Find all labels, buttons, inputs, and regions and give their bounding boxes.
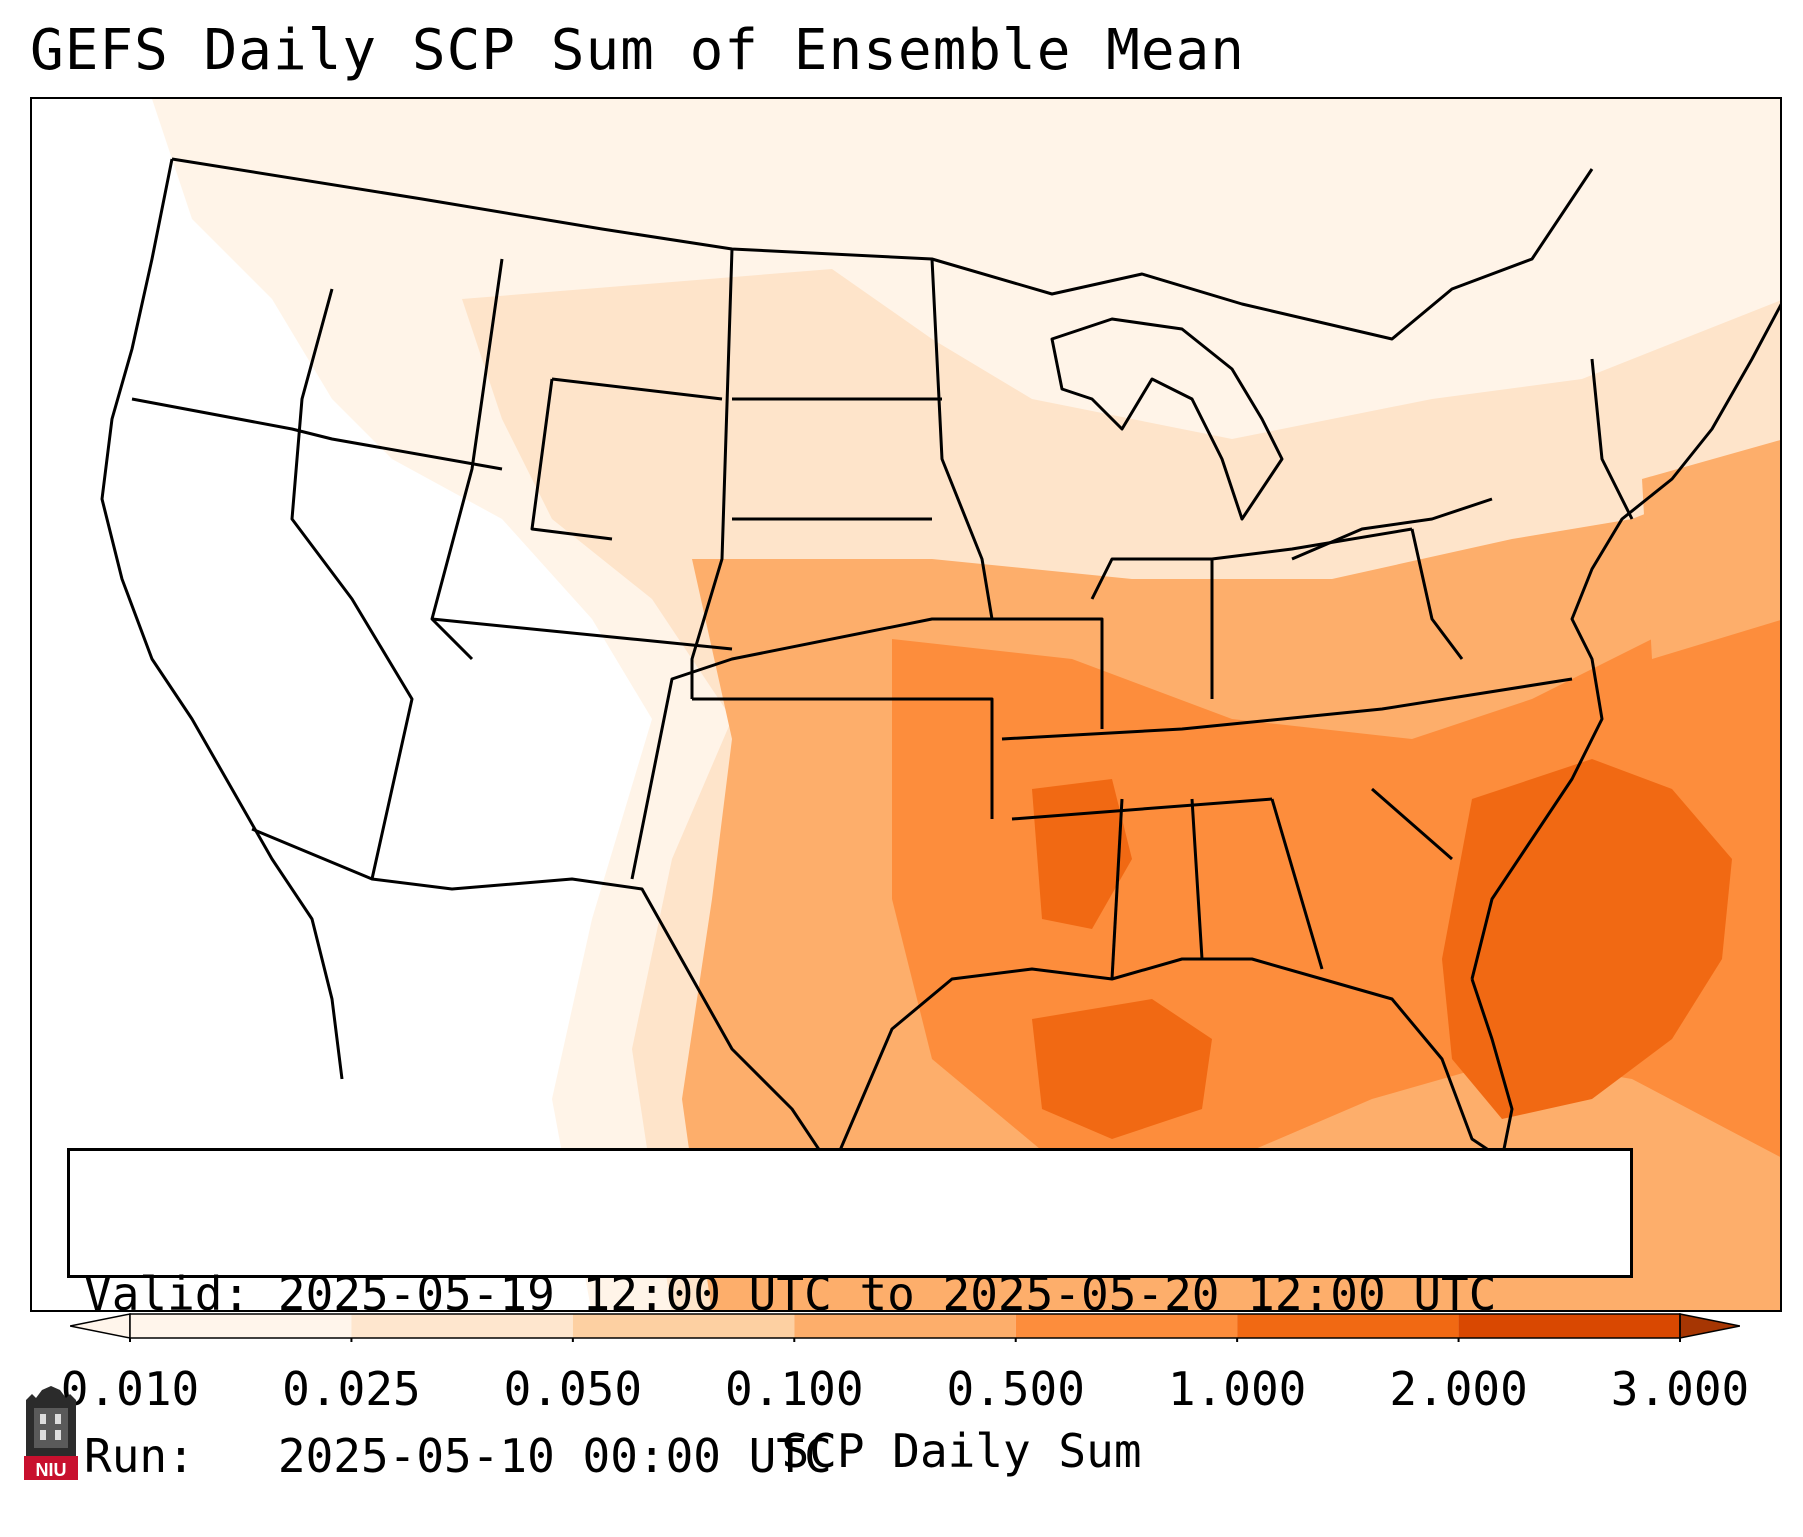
mexico-border — [251, 827, 834, 1170]
colorbar-segment — [1015, 1314, 1238, 1338]
state-line-13 — [992, 617, 1104, 729]
colorbar-segment — [1458, 1314, 1680, 1338]
state-line-1 — [290, 288, 414, 880]
colorbar-tick-label: 2.000 — [1389, 1362, 1528, 1416]
state-line-15 — [1011, 797, 1273, 821]
colorbar-segment — [1237, 1314, 1459, 1338]
colorbar-tick-label: 0.500 — [946, 1362, 1085, 1416]
run-row: Run: 2025-05-10 00:00 UTC — [84, 1429, 1616, 1483]
state-line-3 — [430, 258, 504, 661]
state-line-4 — [431, 617, 733, 651]
colorbar-tick-label: 0.010 — [60, 1362, 200, 1416]
colorbar-segment — [351, 1314, 573, 1338]
valid-run-info-box: Valid: 2025-05-19 12:00 UTC to 2025-05-2… — [67, 1148, 1633, 1483]
state-line-23 — [1590, 358, 1634, 520]
colorbar-extend-low — [70, 1313, 131, 1339]
state-line-8 — [692, 697, 994, 819]
colorbar-segments — [70, 1313, 1740, 1339]
state-line-19 — [1190, 798, 1204, 960]
gulf-coast — [830, 957, 1514, 1170]
colorbar-label: SCP Daily Sum — [781, 1424, 1142, 1478]
east-coast — [1470, 303, 1780, 980]
scp-band-very-high — [1442, 759, 1732, 1119]
colorbar-ticks — [129, 1338, 1681, 1342]
state-line-5 — [690, 248, 734, 699]
state-line-7 — [530, 378, 613, 541]
valid-row: Valid: 2025-05-19 12:00 UTC to 2025-05-2… — [84, 1267, 1616, 1321]
logo-text: NIU — [36, 1460, 67, 1480]
state-line-10 — [930, 258, 994, 620]
scp-band-gulf-high — [1032, 999, 1212, 1139]
state-line-20 — [1270, 798, 1324, 970]
colorbar — [70, 1313, 1740, 1342]
borders — [100, 157, 1780, 1170]
run-label: Run: — [84, 1429, 195, 1483]
colorbar-tick-label: 0.100 — [725, 1362, 864, 1416]
canada-us-border — [171, 157, 1594, 341]
state-line-22 — [1410, 528, 1464, 660]
valid-label: Valid: — [84, 1267, 251, 1321]
colorbar-segment — [130, 1314, 352, 1338]
scp-shading — [152, 99, 1780, 1310]
colorbar-tick-label: 0.025 — [282, 1362, 421, 1416]
colorbar-tick-label: 0.050 — [503, 1362, 643, 1416]
state-line-6 — [551, 377, 723, 401]
state-line-14 — [1001, 677, 1573, 741]
run-value: 2025-05-10 00:00 UTC — [277, 1429, 832, 1483]
map-panel — [30, 97, 1782, 1312]
colorbar-segment — [572, 1314, 795, 1338]
great-lakes — [1050, 317, 1284, 521]
colorbar-extend-high — [1679, 1313, 1740, 1339]
scp-map — [100, 99, 1780, 1310]
colorbar-outline — [129, 1313, 1681, 1339]
state-line-21 — [1371, 787, 1453, 861]
west-coast — [100, 158, 344, 1080]
colorbar-tick-label: 3.000 — [1610, 1362, 1750, 1416]
colorbar-segment — [794, 1314, 1016, 1338]
valid-value: 2025-05-19 12:00 UTC to 2025-05-20 12:00… — [277, 1267, 1497, 1321]
state-line-18 — [1110, 798, 1124, 980]
scp-band-ne-ocean — [1642, 440, 1780, 659]
colorbar-tick-label: 1.000 — [1167, 1362, 1307, 1416]
chart-title: GEFS Daily SCP Sum of Ensemble Mean — [30, 18, 1246, 83]
niu-logo-icon: NIU — [24, 1386, 78, 1480]
state-line-9 — [630, 617, 992, 880]
state-line-2 — [131, 397, 503, 471]
